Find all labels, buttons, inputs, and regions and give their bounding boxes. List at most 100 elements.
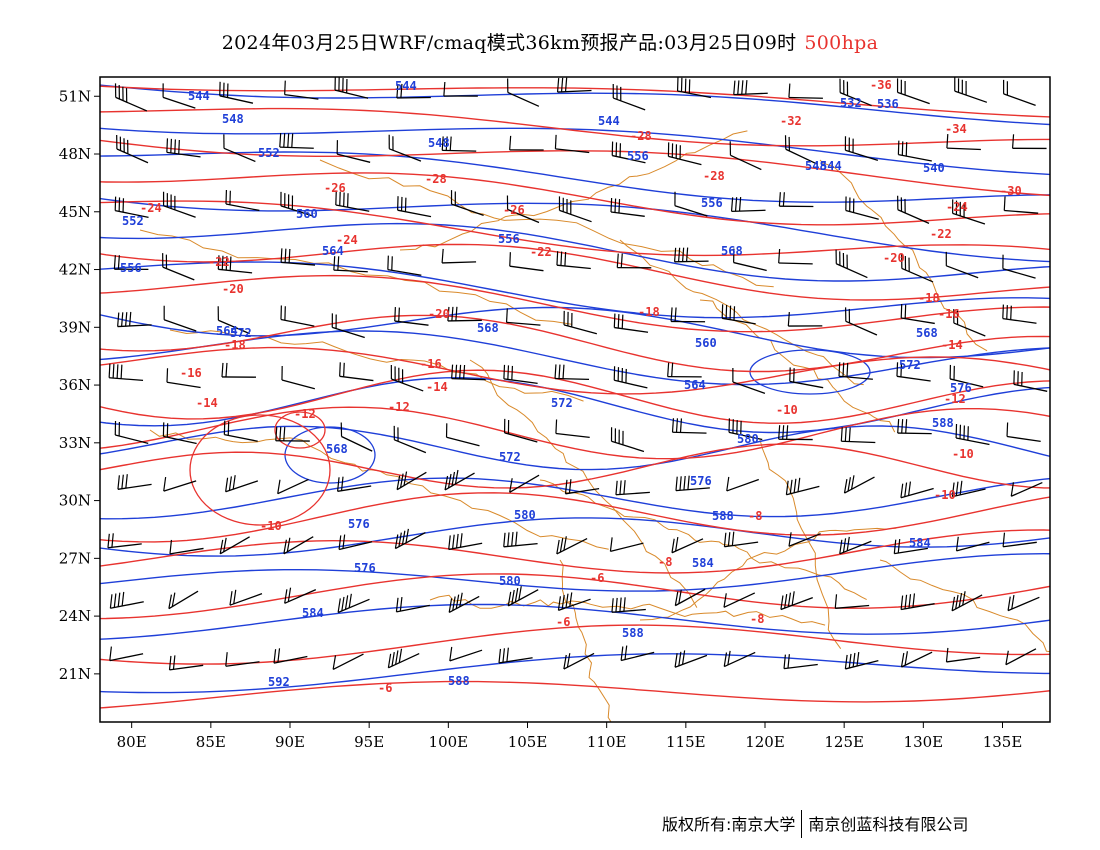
temperature-contour-label: -6 — [378, 681, 392, 695]
height-contour-line — [100, 653, 1050, 694]
temperature-contour-line — [100, 492, 1050, 543]
lat-tick-label: 24N — [59, 607, 91, 625]
wind-barb — [949, 364, 984, 388]
temperature-contour-line — [100, 529, 1050, 574]
wind-barb — [445, 423, 480, 447]
wind-barb — [168, 590, 199, 610]
wind-barb — [217, 306, 250, 335]
height-contour-line — [100, 261, 1050, 319]
wind-barb — [332, 653, 364, 670]
boundary-line — [639, 527, 897, 621]
wind-barb — [564, 479, 600, 495]
lon-tick-label: 100E — [429, 733, 469, 751]
height-contour-label: 576 — [348, 517, 370, 531]
boundary-line — [429, 594, 826, 626]
wind-barb — [335, 191, 370, 212]
temperature-contour-label: -28 — [703, 169, 725, 183]
wind-barb — [337, 593, 370, 614]
wind-barb — [277, 478, 309, 495]
wind-barb — [163, 477, 197, 492]
wind-barb — [162, 253, 195, 281]
height-contour-label: 588 — [622, 626, 644, 640]
lat-tick-label: 27N — [59, 549, 91, 567]
wind-barb — [225, 652, 260, 667]
wind-barb — [388, 134, 422, 162]
wind-barb — [449, 646, 483, 662]
height-contour-label: 556 — [701, 196, 723, 210]
temperature-contour-label: -14 — [426, 380, 448, 394]
wind-barb — [788, 83, 823, 99]
wind-barb — [450, 190, 484, 216]
height-contour-line — [100, 477, 1050, 520]
temperature-contour-label: -28 — [630, 129, 652, 143]
wind-barb — [284, 587, 317, 604]
wind-barb — [283, 536, 314, 555]
temperature-contour-label: -22 — [208, 255, 230, 269]
wind-barb — [675, 475, 710, 492]
lat-tick-label: 21N — [59, 665, 91, 683]
wind-barb — [901, 254, 934, 283]
wind-barb — [109, 591, 144, 609]
height-contour-label: 564 — [684, 378, 706, 392]
wind-barb — [780, 591, 813, 611]
wind-barb — [1011, 134, 1047, 150]
wind-barb — [610, 198, 645, 217]
wind-barb — [835, 249, 868, 279]
wind-barb — [166, 368, 201, 389]
wind-barb — [674, 588, 706, 607]
wind-barb — [834, 594, 870, 609]
wind-barb — [554, 364, 590, 381]
wind-barb — [1003, 79, 1036, 107]
height-contour-label: 572 — [899, 358, 921, 372]
height-contour-label: 588 — [932, 416, 954, 430]
lat-tick-label: 36N — [59, 376, 91, 394]
wind-barb — [443, 81, 478, 97]
wind-barb — [117, 474, 152, 490]
wind-barb — [723, 650, 756, 668]
wind-barb — [447, 306, 482, 322]
wind-barb — [394, 528, 426, 550]
temperature-contour-line — [100, 85, 1050, 118]
wind-barb — [556, 536, 588, 555]
wind-barb — [611, 141, 646, 164]
wind-barb — [667, 362, 702, 378]
wind-barb — [1007, 594, 1040, 612]
wind-barb — [952, 199, 986, 225]
wind-barb — [839, 536, 872, 555]
wind-barb — [954, 77, 988, 103]
wind-barb — [839, 78, 872, 107]
wind-barb — [280, 248, 316, 266]
wind-barb — [900, 593, 935, 611]
temperature-contour-line — [100, 369, 1050, 424]
wind-barb — [162, 422, 197, 445]
temperature-contour-line — [100, 314, 1050, 373]
wind-barb — [555, 419, 590, 439]
wind-barb — [387, 648, 420, 669]
wind-barb — [951, 480, 986, 498]
height-contour-label: 548 — [222, 112, 244, 126]
wind-barb — [557, 592, 591, 611]
wind-barb — [448, 533, 483, 551]
wind-barb — [778, 248, 813, 265]
temperature-contour-line — [100, 139, 1050, 197]
temperature-contour-label: -10 — [934, 488, 956, 502]
wind-barb — [955, 423, 990, 446]
lon-axis: 80E 85E 90E 95E 100E 105E 110E 115E 120E 125E 130E… — [117, 722, 1022, 751]
temperature-contour-label: -12 — [388, 400, 410, 414]
temperature-contour-label: -16 — [180, 366, 202, 380]
wind-barb — [395, 597, 430, 613]
temperature-contours — [100, 85, 1050, 709]
lon-tick-label: 80E — [117, 733, 147, 751]
height-contour-label: 544 — [598, 114, 620, 128]
wind-barb — [556, 251, 591, 270]
wind-barb — [333, 256, 368, 273]
wind-barb — [620, 645, 655, 662]
temperature-contour-line — [100, 274, 1050, 333]
temperature-contour-line — [100, 624, 1050, 665]
wind-barb — [674, 191, 708, 217]
wind-barb — [613, 313, 649, 333]
wind-barb — [845, 196, 879, 220]
temperature-contour-line — [100, 573, 1050, 620]
